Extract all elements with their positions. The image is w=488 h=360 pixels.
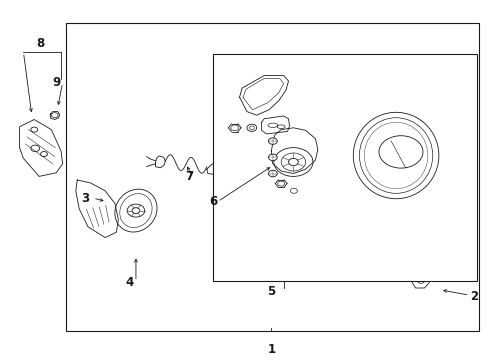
Circle shape <box>290 188 297 193</box>
Circle shape <box>268 170 277 177</box>
Text: 3: 3 <box>81 192 89 204</box>
Circle shape <box>378 136 422 168</box>
Text: 8: 8 <box>36 37 44 50</box>
Circle shape <box>268 154 277 161</box>
Bar <box>212 54 476 281</box>
Text: 6: 6 <box>209 195 217 208</box>
Text: 9: 9 <box>52 76 60 89</box>
Bar <box>66 23 478 331</box>
Text: 5: 5 <box>267 285 275 298</box>
Ellipse shape <box>352 112 438 199</box>
Text: 4: 4 <box>125 276 133 289</box>
Text: 1: 1 <box>267 343 275 356</box>
Text: 2: 2 <box>469 291 477 303</box>
Circle shape <box>268 138 277 144</box>
Text: 7: 7 <box>185 170 193 183</box>
